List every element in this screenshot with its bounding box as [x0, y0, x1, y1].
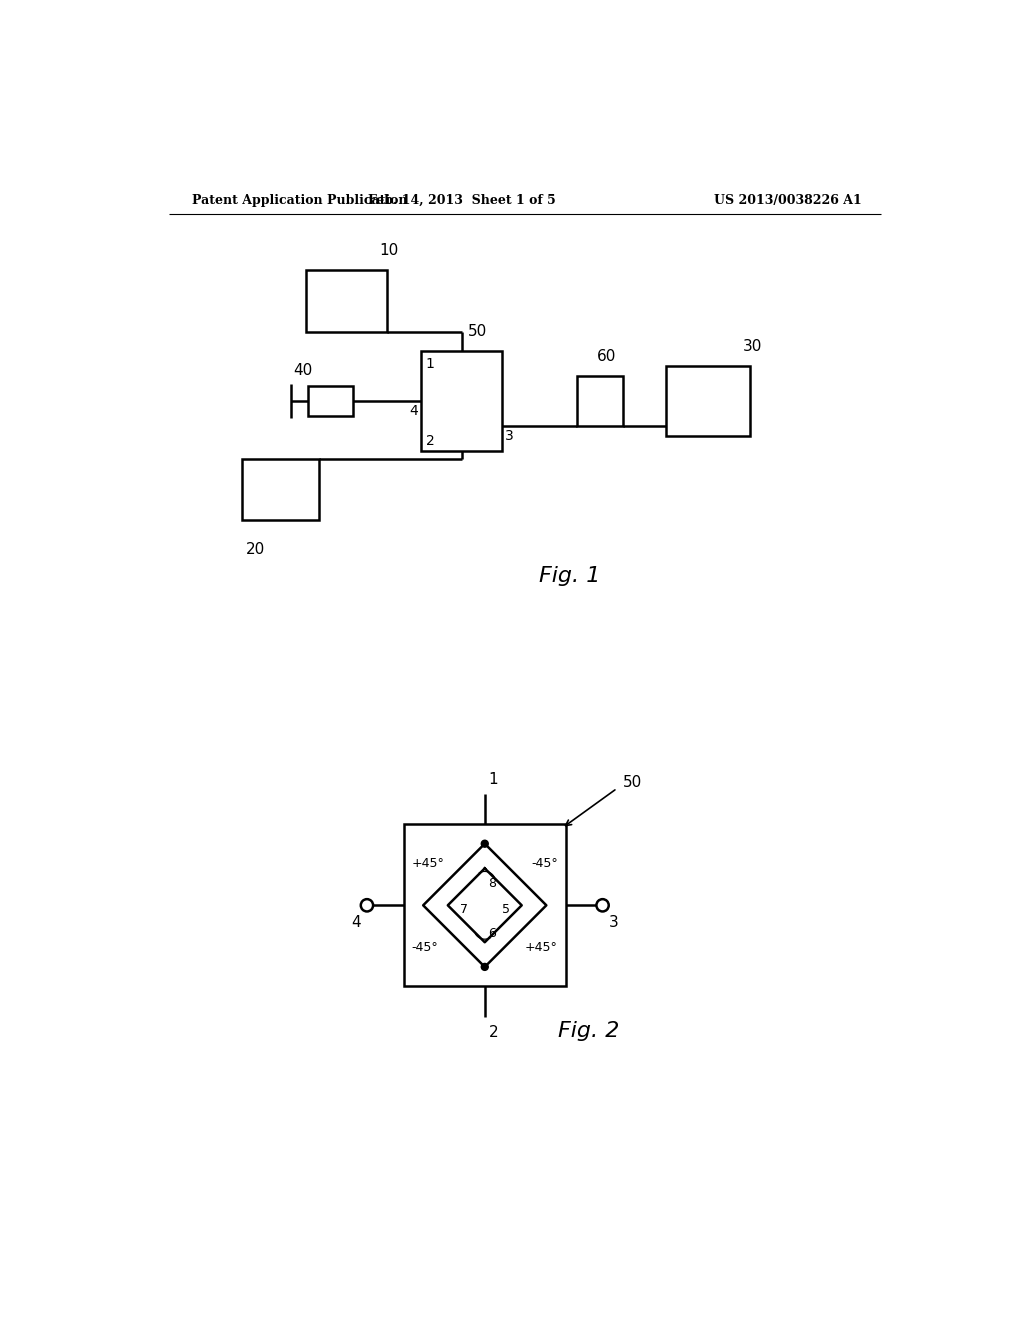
Bar	[306, 271, 387, 331]
Text: 1: 1	[488, 772, 499, 788]
Bar	[578, 376, 624, 426]
Text: 5: 5	[502, 903, 510, 916]
Circle shape	[481, 964, 488, 970]
Text: -45°: -45°	[531, 857, 558, 870]
Bar	[308, 387, 353, 416]
Text: 3: 3	[505, 429, 514, 444]
Text: 1: 1	[426, 358, 435, 371]
Text: Fig. 2: Fig. 2	[558, 1020, 620, 1040]
Text: 50: 50	[624, 775, 643, 789]
Text: 10: 10	[379, 243, 398, 259]
Text: 2: 2	[488, 1024, 499, 1040]
Text: +45°: +45°	[412, 857, 444, 870]
Text: 40: 40	[293, 363, 312, 379]
Bar	[243, 459, 319, 520]
Text: 2: 2	[426, 434, 434, 447]
Text: 20: 20	[246, 543, 265, 557]
Text: 30: 30	[742, 339, 762, 354]
Text: 3: 3	[608, 915, 618, 929]
Text: 6: 6	[488, 927, 497, 940]
Text: 50: 50	[468, 323, 487, 339]
Circle shape	[481, 841, 488, 847]
Bar	[403, 825, 565, 986]
Text: 60: 60	[596, 348, 615, 364]
Text: +45°: +45°	[525, 941, 558, 954]
Text: 8: 8	[488, 876, 497, 890]
Text: 4: 4	[351, 915, 361, 929]
Text: US 2013/0038226 A1: US 2013/0038226 A1	[715, 194, 862, 207]
Bar	[666, 367, 751, 436]
Text: Patent Application Publication: Patent Application Publication	[193, 194, 408, 207]
Text: Fig. 1: Fig. 1	[539, 566, 600, 586]
Text: 7: 7	[460, 903, 468, 916]
Text: -45°: -45°	[412, 941, 438, 954]
Text: 4: 4	[410, 404, 418, 418]
Text: Feb. 14, 2013  Sheet 1 of 5: Feb. 14, 2013 Sheet 1 of 5	[368, 194, 556, 207]
Bar	[421, 351, 502, 451]
